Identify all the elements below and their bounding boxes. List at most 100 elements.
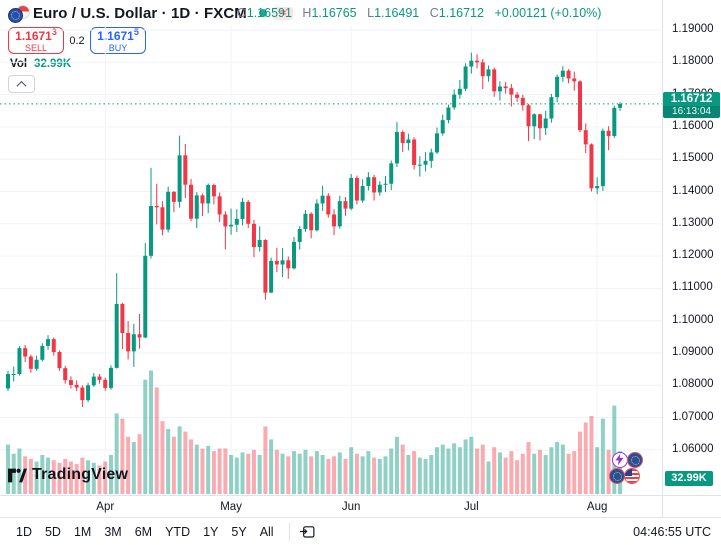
candle-body: [366, 177, 371, 187]
volume-bar: [223, 448, 228, 494]
volume-bar: [429, 455, 434, 494]
candle-body: [560, 70, 565, 77]
candle-body: [423, 160, 428, 165]
candle-body: [406, 139, 411, 144]
volume-bar: [46, 457, 51, 494]
volume-bar: [400, 444, 405, 494]
sell-price: 1.16713: [15, 27, 57, 43]
volume-bar: [257, 455, 262, 494]
candle-body: [166, 191, 171, 230]
volume-bar: [286, 456, 291, 494]
range-button-all[interactable]: All: [254, 522, 280, 542]
last-price-tag[interactable]: 1.16712 16:13:04: [663, 92, 720, 118]
candle-body: [211, 185, 216, 197]
range-button-3m[interactable]: 3M: [98, 522, 127, 542]
volume-bar: [177, 426, 182, 494]
candle-body: [537, 114, 542, 129]
candlestick-chart[interactable]: [0, 26, 662, 495]
volume-bar: [28, 458, 33, 494]
sell-label: SELL: [24, 43, 48, 53]
candle-body: [383, 183, 388, 185]
time-axis-label: Apr: [96, 501, 115, 513]
volume-bar: [51, 460, 56, 494]
buy-button[interactable]: 1.16715 BUY: [90, 27, 146, 54]
volume-axis-tag: 32.99K: [665, 471, 713, 486]
price-tick: 1.09000: [672, 346, 714, 358]
volume-bar: [126, 436, 131, 494]
time-axis[interactable]: Apr May Jun Jul Aug: [0, 495, 662, 518]
volume-bar: [200, 448, 205, 494]
volume-bar: [114, 413, 119, 494]
volume-bar: [366, 451, 371, 494]
buy-label: BUY: [108, 43, 128, 53]
volume-bar: [503, 457, 508, 494]
candle-body: [229, 224, 234, 227]
volume-bar: [537, 449, 542, 494]
volume-bar: [560, 444, 565, 494]
price-tick: 1.16000: [672, 119, 714, 132]
candle-body: [23, 348, 28, 357]
range-button-6m[interactable]: 6M: [129, 522, 158, 542]
market-open-dot-icon[interactable]: [258, 9, 267, 17]
candle-body: [463, 66, 468, 89]
volume-bar: [372, 457, 377, 494]
candle-body: [612, 107, 617, 136]
price-axis[interactable]: 1.190001.180001.170001.160001.150001.140…: [662, 0, 721, 495]
volume-bar: [566, 453, 571, 494]
range-button-5y[interactable]: 5Y: [225, 522, 252, 542]
volume-bar: [17, 448, 22, 494]
delayed-data-icon[interactable]: ≈: [272, 6, 293, 20]
volume-bar: [394, 436, 399, 494]
candle-body: [274, 260, 279, 265]
sell-button[interactable]: 1.16713 SELL: [8, 27, 64, 54]
candle-body: [377, 184, 382, 193]
volume-bar: [240, 452, 245, 494]
utc-clock[interactable]: 04:46:55 UTC: [633, 524, 711, 539]
symbol-title[interactable]: Euro / U.S. Dollar · 1D · FXCM: [33, 4, 247, 22]
volume-bar: [606, 449, 611, 494]
candle-body: [469, 60, 474, 67]
candle-body: [257, 239, 262, 248]
volume-bar: [160, 421, 165, 494]
collapse-legend-button[interactable]: [8, 75, 35, 93]
range-button-1d[interactable]: 1D: [10, 522, 38, 542]
event-eu-flag-icon[interactable]: [609, 468, 625, 484]
volume-bar: [332, 456, 337, 494]
event-badges: [607, 452, 647, 488]
volume-bar: [137, 434, 142, 494]
trade-buttons: 1.16713 SELL 0.2 1.16715 BUY: [8, 27, 146, 54]
range-button-1m[interactable]: 1M: [68, 522, 97, 542]
volume-bar: [91, 462, 96, 494]
volume-bar: [274, 449, 279, 494]
volume-bar: [6, 444, 10, 494]
candle-body: [46, 339, 51, 346]
volume-bar: [412, 451, 417, 494]
range-button-ytd[interactable]: YTD: [159, 522, 196, 542]
volume-bar: [509, 451, 514, 494]
candle-body: [429, 152, 434, 161]
range-button-1y[interactable]: 1Y: [197, 522, 224, 542]
volume-bar: [303, 449, 308, 494]
volume-bar: [446, 448, 451, 494]
volume-bar: [440, 444, 445, 494]
candle-body: [160, 207, 165, 230]
candle-body: [475, 60, 480, 63]
candle-body: [486, 69, 491, 77]
go-to-date-button[interactable]: [298, 522, 318, 542]
candle-body: [91, 376, 96, 386]
event-lightning-icon[interactable]: [612, 452, 628, 468]
range-button-5d[interactable]: 5D: [39, 522, 67, 542]
event-eu-flag-icon[interactable]: [627, 452, 643, 468]
price-tick: 1.07000: [672, 410, 714, 423]
time-axis-label: May: [220, 501, 242, 513]
volume-bar: [74, 464, 79, 494]
volume-bar: [154, 387, 159, 494]
volume-bar: [360, 456, 365, 494]
volume-bar: [463, 439, 468, 494]
candle-body: [600, 130, 605, 187]
volume-bar: [34, 461, 39, 494]
candle-body: [583, 130, 588, 145]
event-us-flag-icon[interactable]: [624, 468, 640, 484]
candle-body: [297, 228, 302, 242]
volume-bar: [572, 451, 577, 494]
